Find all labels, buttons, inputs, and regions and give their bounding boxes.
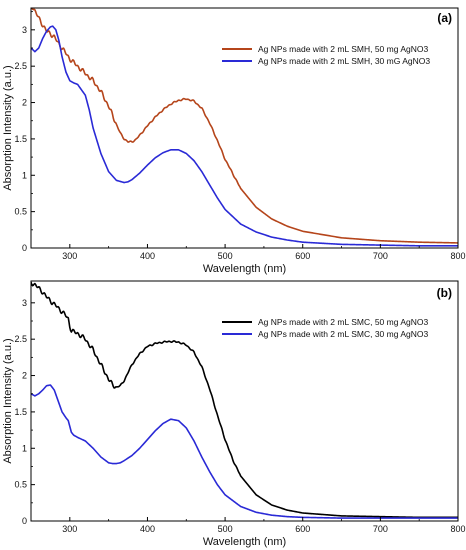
y-tick-label: 1 [22, 443, 27, 453]
x-tick-label: 600 [295, 251, 310, 261]
y-tick-label: 2.5 [14, 334, 27, 344]
series-line-1 [31, 281, 458, 519]
legend-entry-2: Ag NPs made with 2 mL SMH, 30 mG AgNO3 [258, 56, 430, 66]
plot-frame [30, 280, 459, 522]
y-tick-label: 3 [22, 298, 27, 308]
x-tick-label: 700 [373, 251, 388, 261]
y-tick-label: 3 [22, 25, 27, 35]
legend-entry-2: Ag NPs made with 2 mL SMC, 30 mg AgNO3 [258, 329, 428, 339]
x-tick-label: 300 [62, 524, 77, 534]
x-tick-label: 600 [295, 524, 310, 534]
y-tick-label: 1.5 [14, 134, 27, 144]
y-tick-label: 0 [22, 516, 27, 526]
x-tick-label: 800 [450, 524, 465, 534]
series-line-2 [31, 25, 458, 247]
y-tick-label: 2.5 [14, 61, 27, 71]
plot-frame [30, 7, 459, 249]
series-line-1 [31, 8, 458, 244]
x-tick-label: 400 [140, 251, 155, 261]
x-tick-label: 500 [218, 251, 233, 261]
y-tick-label: 1 [22, 170, 27, 180]
y-tick-label: 2 [22, 371, 27, 381]
y-tick-label: 0.5 [14, 207, 27, 217]
y-tick-label: 2 [22, 98, 27, 108]
legend-entry-1: Ag NPs made with 2 mL SMC, 50 mg AgNO3 [258, 317, 428, 327]
panel-label: (a) [437, 11, 452, 25]
panel-label: (b) [437, 286, 452, 300]
x-axis-label: Wavelength (nm) [203, 536, 286, 548]
y-tick-label: 0.5 [14, 480, 27, 490]
y-tick-label: 1.5 [14, 407, 27, 417]
y-axis-label: Absorption Intensity (a.u.) [2, 338, 14, 463]
x-tick-label: 500 [218, 524, 233, 534]
x-axis-label: Wavelength (nm) [203, 263, 286, 275]
panel-b: 300 400 500 600 700 800 0 0.5 1 1.5 2 2.5 3 Wavelengt… [2, 280, 466, 548]
panel-a: 300 400 500 600 700 800 0 0.5 1 1.5 2 2.5 3 Wavelengt… [2, 7, 466, 275]
legend-entry-1: Ag NPs made with 2 mL SMH, 50 mg AgNO3 [258, 44, 428, 54]
x-tick-label: 400 [140, 524, 155, 534]
x-tick-label: 800 [450, 251, 465, 261]
x-tick-label: 700 [373, 524, 388, 534]
y-tick-label: 0 [22, 243, 27, 253]
y-axis-label: Absorption Intensity (a.u.) [2, 65, 14, 190]
x-tick-label: 300 [62, 251, 77, 261]
series-line-2 [31, 384, 458, 519]
